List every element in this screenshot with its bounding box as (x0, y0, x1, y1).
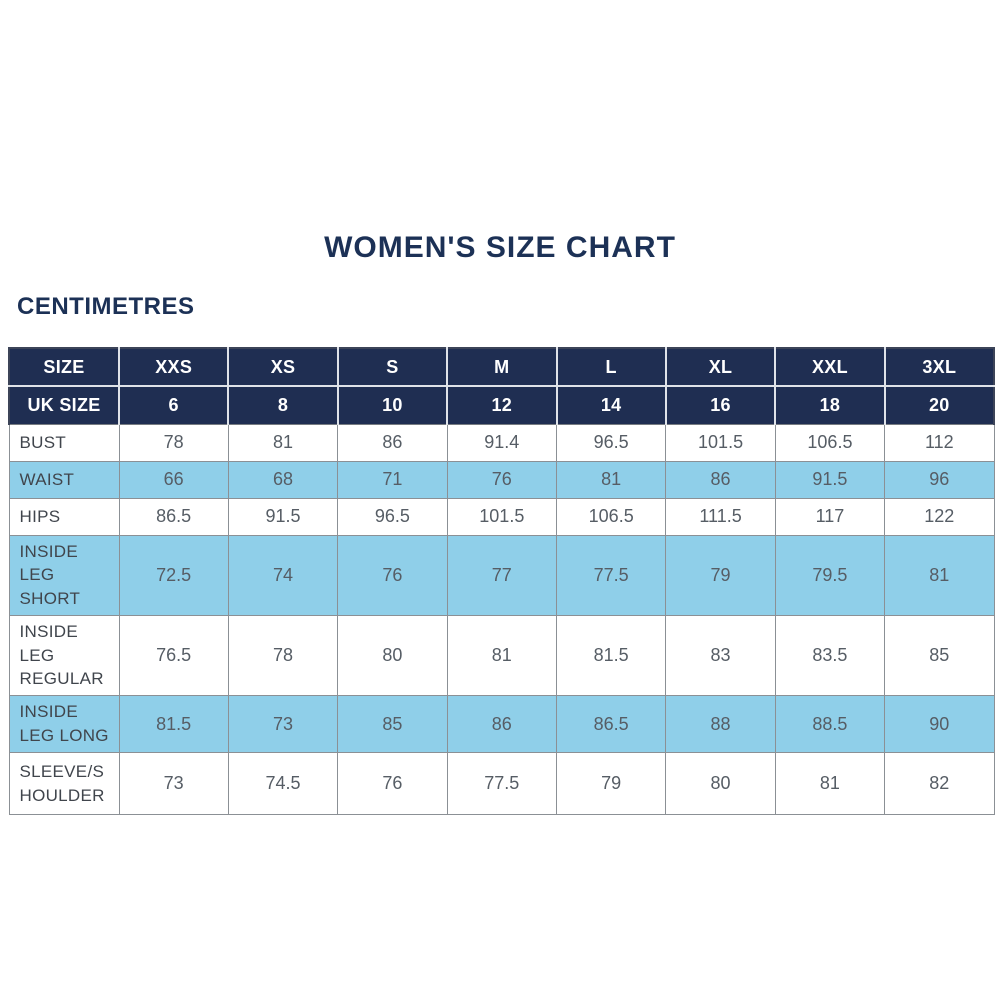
value-cell: 117 (774, 497, 886, 536)
value-cell: 79 (665, 534, 776, 616)
header-cell: XXL (774, 347, 886, 387)
table-row-inside-leg-long: INSIDE LEG LONG 81.5 73 85 86 86.5 88 88… (8, 695, 995, 754)
value-cell: 81.5 (555, 614, 667, 697)
header-uk-size-label: UK SIZE (8, 385, 120, 425)
header-row-uk-size: UK SIZE 6 8 10 12 14 16 18 20 (8, 385, 996, 425)
value-cell: 111.5 (665, 497, 776, 536)
row-label: SLEEVE/SHOULDER (8, 752, 120, 816)
header-cell: XS (227, 347, 339, 387)
value-cell: 91.5 (774, 460, 886, 499)
value-cell: 79.5 (774, 534, 886, 616)
header-cell: 14 (555, 385, 667, 425)
value-cell: 96 (884, 460, 995, 499)
value-cell: 91.5 (227, 497, 339, 536)
size-chart-table: SIZE XXS XS S M L XL XXL 3XL UK SIZE 6 8… (8, 347, 996, 816)
value-cell: 81.5 (118, 695, 229, 754)
value-cell: 79 (555, 752, 667, 816)
value-cell: 86.5 (118, 497, 229, 536)
value-cell: 86 (446, 695, 558, 754)
row-label: HIPS (8, 497, 120, 536)
value-cell: 83 (665, 614, 776, 697)
value-cell: 77.5 (446, 752, 558, 816)
value-cell: 86 (337, 423, 448, 462)
value-cell: 112 (884, 423, 995, 462)
header-cell: XXS (117, 347, 230, 387)
value-cell: 76 (337, 752, 448, 816)
value-cell: 78 (118, 423, 229, 462)
value-cell: 106.5 (774, 423, 886, 462)
value-cell: 96.5 (555, 423, 667, 462)
header-cell: 6 (117, 385, 230, 425)
value-cell: 68 (227, 460, 339, 499)
value-cell: 71 (337, 460, 448, 499)
header-cell: S (336, 347, 449, 387)
value-cell: 76 (337, 534, 448, 616)
value-cell: 88 (665, 695, 776, 754)
row-label: INSIDE LEG REGULAR (8, 614, 120, 697)
value-cell: 101.5 (446, 497, 558, 536)
table-row-bust: BUST 78 81 86 91.4 96.5 101.5 106.5 112 (8, 423, 995, 462)
value-cell: 122 (884, 497, 995, 536)
value-cell: 78 (227, 614, 339, 697)
header-cell: L (555, 347, 667, 387)
table-row-inside-leg-regular: INSIDE LEG REGULAR 76.5 78 80 81 81.5 83… (8, 614, 995, 697)
value-cell: 81 (555, 460, 667, 499)
value-cell: 81 (884, 534, 995, 616)
row-label: WAIST (8, 460, 120, 499)
value-cell: 106.5 (555, 497, 667, 536)
table-row-hips: HIPS 86.5 91.5 96.5 101.5 106.5 111.5 11… (8, 497, 995, 536)
value-cell: 96.5 (337, 497, 448, 536)
value-cell: 90 (884, 695, 995, 754)
value-cell: 76 (446, 460, 558, 499)
table-row-inside-leg-short: INSIDE LEG SHORT 72.5 74 76 77 77.5 79 7… (8, 534, 995, 616)
table-row-sleeve-shoulder: SLEEVE/SHOULDER 73 74.5 76 77.5 79 80 81… (8, 752, 995, 816)
header-row-size: SIZE XXS XS S M L XL XXL 3XL (8, 347, 996, 387)
row-label: INSIDE LEG LONG (8, 695, 120, 754)
value-cell: 85 (337, 695, 448, 754)
value-cell: 88.5 (774, 695, 886, 754)
value-cell: 101.5 (665, 423, 776, 462)
value-cell: 86 (665, 460, 776, 499)
value-cell: 85 (884, 614, 995, 697)
header-cell: 16 (664, 385, 777, 425)
value-cell: 66 (118, 460, 229, 499)
value-cell: 72.5 (118, 534, 229, 616)
value-cell: 80 (337, 614, 448, 697)
header-cell: 12 (446, 385, 558, 425)
value-cell: 74 (227, 534, 339, 616)
header-cell: M (446, 347, 558, 387)
header-cell: 18 (774, 385, 886, 425)
value-cell: 83.5 (774, 614, 886, 697)
header-cell: 10 (336, 385, 449, 425)
value-cell: 80 (665, 752, 776, 816)
header-cell: 3XL (883, 347, 996, 387)
value-cell: 86.5 (555, 695, 667, 754)
page-title: WOMEN'S SIZE CHART (324, 231, 676, 264)
value-cell: 77 (446, 534, 558, 616)
row-label: INSIDE LEG SHORT (8, 534, 120, 616)
value-cell: 82 (884, 752, 995, 816)
header-size-label: SIZE (8, 347, 120, 387)
header-cell: 20 (883, 385, 996, 425)
value-cell: 73 (118, 752, 229, 816)
value-cell: 91.4 (446, 423, 558, 462)
value-cell: 81 (227, 423, 339, 462)
value-cell: 74.5 (227, 752, 339, 816)
value-cell: 81 (774, 752, 886, 816)
value-cell: 81 (446, 614, 558, 697)
header-cell: 8 (227, 385, 339, 425)
value-cell: 77.5 (555, 534, 667, 616)
table-row-waist: WAIST 66 68 71 76 81 86 91.5 96 (8, 460, 995, 499)
header-cell: XL (664, 347, 777, 387)
row-label: BUST (8, 423, 120, 462)
unit-label: CENTIMETRES (17, 293, 195, 320)
value-cell: 73 (227, 695, 339, 754)
value-cell: 76.5 (118, 614, 229, 697)
